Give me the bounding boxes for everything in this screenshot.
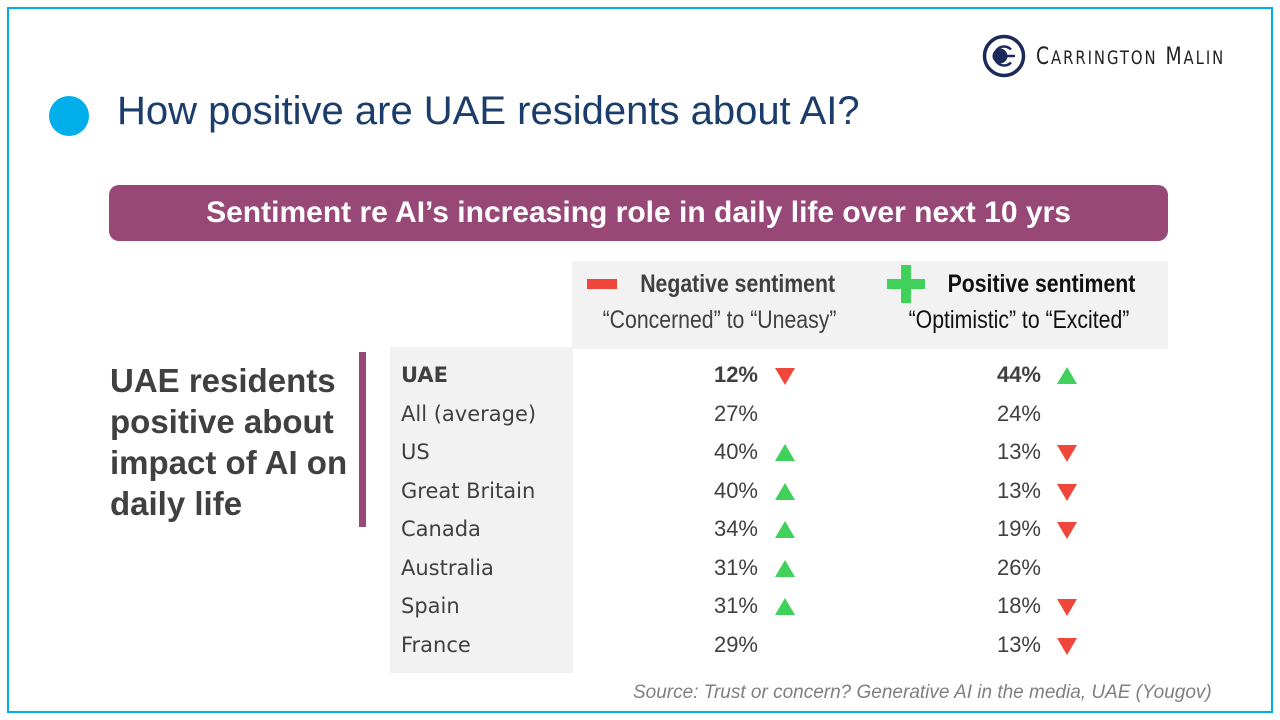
table-row: US 40% 13% xyxy=(390,433,1180,472)
positive-value: 13% xyxy=(996,439,1041,464)
trend-up-icon xyxy=(775,521,795,538)
column-subtitle-negative: “Concerned” to “Uneasy” xyxy=(602,306,837,334)
negative-value: 29% xyxy=(713,631,758,657)
positive-value: 19% xyxy=(996,516,1041,541)
negative-value: 12% xyxy=(713,362,758,387)
trend-up-icon xyxy=(775,482,795,500)
negative-value: 31% xyxy=(713,593,758,618)
column-header-negative: Negative sentiment “Concerned” to “Uneas… xyxy=(572,262,867,335)
positive-value: 18% xyxy=(996,593,1041,618)
positive-value: 13% xyxy=(996,477,1041,503)
trend-up-icon xyxy=(775,559,795,577)
trend-down-icon xyxy=(1057,483,1077,501)
slide-frame xyxy=(7,7,1273,713)
sentiment-table: UAE 12% 44% All (average) 27% 24% US 40% 13% Grea… xyxy=(390,356,1180,664)
side-note: UAE residents positive about impact of A… xyxy=(110,362,348,522)
trend-up-icon xyxy=(775,598,795,615)
trend-down-icon xyxy=(1057,637,1077,655)
trend-up-icon xyxy=(775,444,795,461)
positive-value: 44% xyxy=(996,362,1041,387)
table-row: All (average) 27% 24% xyxy=(390,395,1180,434)
trend-down-icon xyxy=(1057,599,1077,616)
negative-value: 40% xyxy=(713,477,758,503)
table-row: UAE 12% 44% xyxy=(390,356,1180,395)
country-label: France xyxy=(401,632,471,657)
country-column-background xyxy=(390,347,573,673)
trend-down-icon xyxy=(1057,522,1077,539)
plus-icon xyxy=(886,265,925,303)
trend-down-icon xyxy=(1057,445,1077,462)
brand-name: CARRINGTON MALIN xyxy=(1036,42,1226,70)
negative-value: 34% xyxy=(713,516,758,541)
positive-value: 13% xyxy=(996,631,1041,657)
country-label: Great Britain xyxy=(401,478,536,503)
column-subtitle-positive: “Optimistic” to “Excited” xyxy=(908,306,1130,334)
negative-value: 40% xyxy=(713,439,758,464)
column-header-positive: Positive sentiment “Optimistic” to “Exci… xyxy=(870,262,1168,335)
positive-value: 26% xyxy=(996,554,1041,580)
negative-value: 31% xyxy=(713,554,758,580)
table-row: Canada 34% 19% xyxy=(390,510,1180,549)
title-bullet-icon xyxy=(49,96,89,136)
source-note: Source: Trust or concern? Generative AI … xyxy=(633,682,1212,703)
country-label: Canada xyxy=(401,517,481,541)
column-title-positive: Positive sentiment xyxy=(947,269,1135,298)
table-header-background xyxy=(572,261,1168,349)
table-row: Australia 31% 26% xyxy=(390,549,1180,588)
country-label: Australia xyxy=(401,555,494,580)
trend-down-icon xyxy=(775,368,795,385)
country-label: Spain xyxy=(401,594,460,618)
negative-value: 27% xyxy=(713,400,758,426)
column-title-negative: Negative sentiment xyxy=(640,269,835,298)
minus-icon xyxy=(586,279,617,289)
slide-title: How positive are UAE residents about AI? xyxy=(117,89,860,133)
brand-logo: CARRINGTON MALIN xyxy=(982,34,1279,78)
country-label: All (average) xyxy=(401,401,537,426)
side-note-divider xyxy=(359,352,366,527)
country-label: US xyxy=(401,440,430,464)
positive-value: 24% xyxy=(996,400,1041,426)
trend-up-icon xyxy=(1057,367,1077,384)
table-row: Spain 31% 18% xyxy=(390,587,1180,626)
table-row: France 29% 13% xyxy=(390,626,1180,665)
section-banner: Sentiment re AI’s increasing role in dai… xyxy=(109,185,1168,241)
table-row: Great Britain 40% 13% xyxy=(390,472,1180,511)
country-label: UAE xyxy=(401,363,449,387)
logo-mark-icon xyxy=(982,34,1026,78)
